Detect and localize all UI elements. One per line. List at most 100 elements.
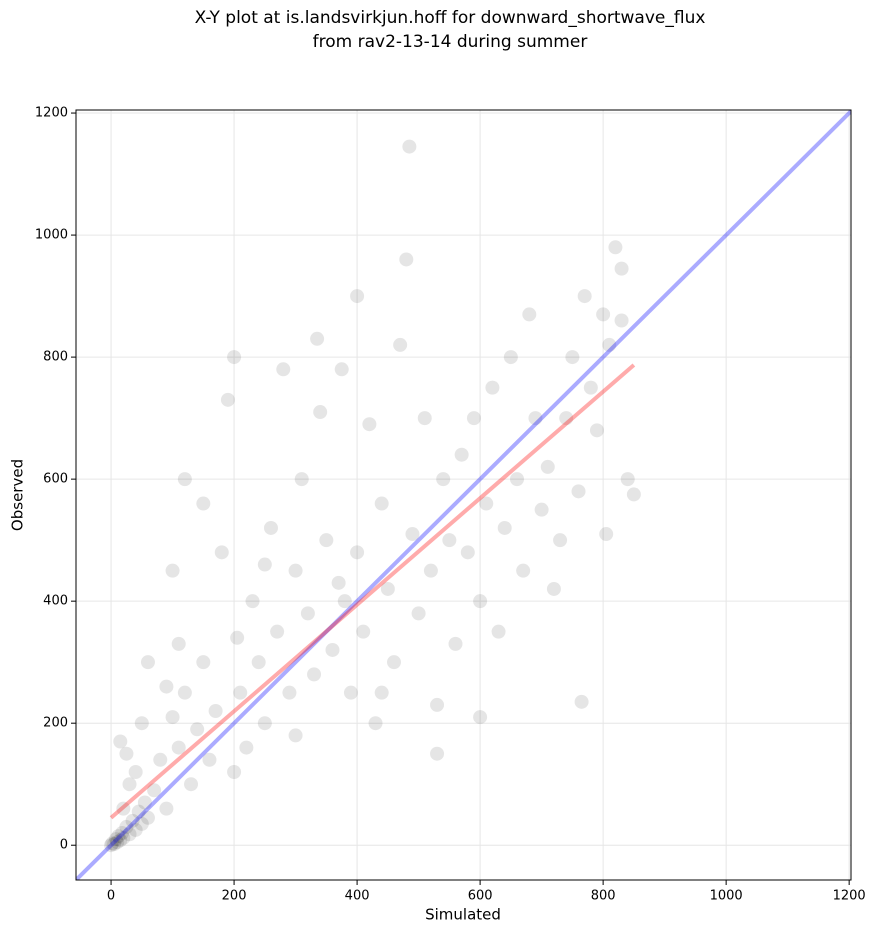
point [614, 261, 629, 276]
x-tick-label: 400 [345, 889, 370, 904]
x-tick-label: 1200 [833, 889, 866, 904]
point [310, 331, 325, 346]
point [110, 835, 125, 850]
point [105, 836, 120, 851]
y-tick-label: 200 [43, 716, 68, 731]
point [111, 829, 126, 844]
point [399, 252, 414, 267]
y-tick-label: 0 [60, 838, 68, 853]
point [125, 813, 140, 828]
point [620, 472, 635, 487]
point [540, 459, 555, 474]
point [350, 289, 365, 304]
point [113, 833, 128, 848]
point [134, 716, 149, 731]
point [119, 746, 134, 761]
point [159, 801, 174, 816]
y-tick-label: 600 [43, 472, 68, 487]
point [626, 487, 641, 502]
point [516, 563, 531, 578]
point [491, 624, 506, 639]
plot-area [76, 110, 851, 880]
point [522, 307, 537, 322]
x-tick-label: 1000 [710, 889, 743, 904]
point [115, 826, 130, 841]
point [473, 594, 488, 609]
point [119, 819, 134, 834]
point [134, 816, 149, 831]
point [380, 581, 395, 596]
point [313, 405, 328, 420]
x-tick-label: 600 [468, 889, 493, 904]
point [402, 139, 417, 154]
point [574, 694, 589, 709]
point [104, 838, 119, 853]
point [230, 630, 245, 645]
point [553, 533, 568, 548]
point [220, 392, 235, 407]
point [497, 520, 512, 535]
point [583, 380, 598, 395]
point [559, 411, 574, 426]
y-tick-label: 800 [43, 350, 68, 365]
point [140, 810, 155, 825]
point [137, 795, 152, 810]
point [257, 716, 272, 731]
point [276, 362, 291, 377]
point [107, 837, 122, 852]
point [599, 527, 614, 542]
point [196, 655, 211, 670]
plot-frame [75, 109, 852, 881]
point [165, 710, 180, 725]
point [528, 411, 543, 426]
point [288, 563, 303, 578]
point [233, 685, 248, 700]
axes: 0 200 400 600 800 1000 1200 0 200 400 600 800 1000 12… [35, 106, 866, 904]
point [430, 746, 445, 761]
y-axis-label: Observed [9, 459, 27, 531]
point [165, 563, 180, 578]
point [177, 472, 192, 487]
point [331, 575, 346, 590]
point [602, 337, 617, 352]
point [374, 685, 389, 700]
point [614, 313, 629, 328]
point [190, 722, 205, 737]
point [454, 447, 469, 462]
point [334, 362, 349, 377]
point [282, 685, 297, 700]
point [251, 655, 266, 670]
point [208, 703, 223, 718]
point [140, 655, 155, 670]
point [153, 752, 168, 767]
point [159, 679, 174, 694]
point [184, 777, 199, 792]
point [337, 594, 352, 609]
point [356, 624, 371, 639]
point [423, 563, 438, 578]
point [294, 472, 309, 487]
point [214, 545, 229, 560]
point [362, 417, 377, 432]
point [227, 350, 242, 365]
point [571, 484, 586, 499]
point [128, 822, 143, 837]
chart-title: X-Y plot at is.landsvirkjun.hoff for dow… [195, 8, 706, 28]
x-tick-label: 200 [222, 889, 247, 904]
point [405, 527, 420, 542]
point [131, 804, 146, 819]
point [430, 697, 445, 712]
point [177, 685, 192, 700]
point [300, 606, 315, 621]
point [466, 411, 481, 426]
point [411, 606, 426, 621]
point [534, 502, 549, 517]
point [122, 777, 137, 792]
point [448, 636, 463, 651]
point [325, 642, 340, 657]
point [202, 752, 217, 767]
point [473, 710, 488, 725]
chart-title: from rav2-13-14 during summer [313, 32, 588, 52]
point [113, 734, 128, 749]
